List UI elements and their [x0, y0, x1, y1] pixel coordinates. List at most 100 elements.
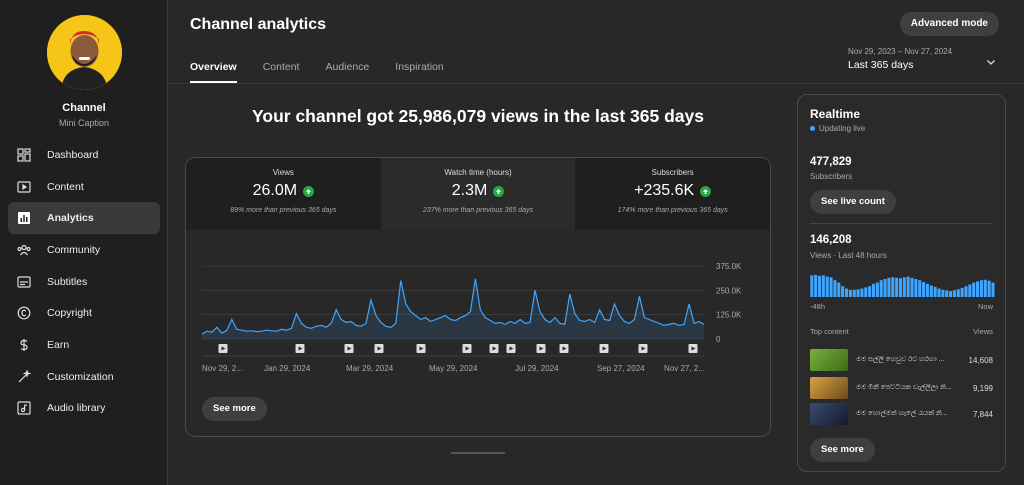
realtime-bar: [864, 287, 868, 297]
realtime-bar: [848, 289, 852, 297]
sidebar-item-customization[interactable]: Customization: [8, 361, 160, 393]
sidebar-nav: Dashboard Content Analytics Community Su…: [8, 139, 160, 424]
realtime-bar: [910, 277, 914, 297]
metric-value: +235.6K: [634, 182, 695, 199]
video-marker-icon[interactable]: [462, 344, 472, 353]
date-range[interactable]: Nov 29, 2023 – Nov 27, 2024: [848, 47, 953, 56]
sidebar-item-label: Community: [47, 243, 101, 256]
views-line-chart[interactable]: 375.0K 250.0K 125.0K 0 Nov 29, 2... Jan 29, 2…: [186, 230, 771, 390]
realtime-status-text: Updating live: [819, 124, 866, 133]
advanced-mode-button[interactable]: Advanced mode: [899, 12, 999, 36]
customization-icon: [17, 369, 31, 384]
channel-name: Channel: [62, 102, 106, 114]
video-marker-icon[interactable]: [344, 344, 354, 353]
sidebar-item-earn[interactable]: Earn: [8, 329, 160, 361]
video-marker-icon[interactable]: [374, 344, 384, 353]
video-marker-icon[interactable]: [506, 344, 516, 353]
up-arrow-icon: [303, 185, 315, 197]
x-tick-label: Nov 27, 2...: [664, 364, 705, 373]
realtime-bar: [821, 275, 825, 297]
realtime-see-more-button[interactable]: See more: [810, 438, 875, 462]
realtime-bar: [814, 274, 818, 297]
views-headline: Your channel got 25,986,079 views in the…: [252, 106, 704, 126]
tab-inspiration[interactable]: Inspiration: [395, 61, 444, 73]
realtime-bar: [922, 282, 926, 297]
page-title: Channel analytics: [190, 16, 327, 33]
axis-end-label: Now: [977, 302, 993, 311]
video-marker-icon[interactable]: [295, 344, 305, 353]
video-marker-icon[interactable]: [218, 344, 228, 353]
sidebar-item-audio-library[interactable]: Audio library: [8, 393, 160, 425]
top-content-item[interactable]: මම හොල්මන් හැලේ රැයක් නි... 7,844: [810, 402, 993, 426]
video-marker-icon[interactable]: [599, 344, 609, 353]
realtime-bar: [818, 275, 822, 297]
sidebar: Channel Mini Caption Dashboard Content A…: [0, 0, 168, 485]
realtime-bar: [891, 277, 895, 297]
tab-audience[interactable]: Audience: [325, 61, 370, 73]
avatar[interactable]: [47, 15, 122, 90]
video-marker-icon[interactable]: [536, 344, 546, 353]
video-marker-icon[interactable]: [688, 344, 698, 353]
sidebar-item-label: Dashboard: [47, 148, 99, 161]
realtime-bar: [844, 288, 849, 297]
video-views: 7,844: [972, 409, 993, 419]
tab-content[interactable]: Content: [262, 61, 300, 73]
community-icon: [17, 243, 31, 257]
content-icon: [17, 180, 31, 194]
sidebar-item-dashboard[interactable]: Dashboard: [8, 139, 160, 171]
metric-views[interactable]: Views 26.0M 89% more than previous 365 d…: [186, 158, 381, 230]
video-views: 14,608: [968, 355, 993, 365]
metric-value-row: 2.3M: [381, 182, 576, 200]
sidebar-item-community[interactable]: Community: [8, 234, 160, 266]
sidebar-item-subtitles[interactable]: Subtitles: [8, 266, 160, 298]
realtime-bar: [972, 282, 976, 297]
realtime-bar-chart[interactable]: [810, 273, 995, 297]
metric-note: 237% more than previous 365 days: [422, 207, 534, 214]
sidebar-item-copyright[interactable]: Copyright: [8, 297, 160, 329]
header: Channel analytics Advanced mode Overview…: [169, 0, 1024, 84]
subtitles-icon: [17, 275, 31, 289]
realtime-bar: [879, 280, 883, 297]
realtime-bar: [868, 286, 872, 297]
metric-subscribers[interactable]: Subscribers +235.6K 174% more than previ…: [575, 158, 770, 230]
y-tick-label: 250.0K: [716, 286, 742, 295]
realtime-bar: [925, 283, 929, 297]
metric-value: 2.3M: [451, 182, 488, 199]
sidebar-item-content[interactable]: Content: [8, 171, 160, 203]
video-marker-icon[interactable]: [416, 344, 426, 353]
realtime-bar: [837, 282, 841, 297]
date-range-label[interactable]: Last 365 days: [848, 59, 914, 71]
tab-overview[interactable]: Overview: [190, 61, 237, 83]
realtime-bar: [825, 276, 829, 297]
overview-card: Views 26.0M 89% more than previous 365 d…: [185, 157, 771, 437]
metric-watch-time[interactable]: Watch time (hours) 2.3M 237% more than p…: [380, 158, 576, 230]
sidebar-item-label: Analytics: [47, 212, 94, 225]
video-marker-icon[interactable]: [489, 344, 499, 353]
video-marker-icon[interactable]: [559, 344, 569, 353]
sidebar-item-label: Audio library: [47, 402, 106, 415]
video-thumbnail: [810, 377, 848, 399]
top-content-item[interactable]: මම සල්ලි හෙවුව රට හරහා ... 14,608: [810, 348, 993, 372]
chevron-down-icon[interactable]: [986, 54, 996, 72]
metric-value-row: 26.0M: [186, 182, 381, 200]
realtime-card: Realtime Updating live 477,829 Subscribe…: [797, 94, 1006, 472]
views-area: [202, 278, 704, 339]
realtime-status: Updating live: [810, 124, 865, 133]
sidebar-item-label: Earn: [47, 338, 70, 351]
realtime-bar: [937, 288, 941, 297]
see-live-count-button[interactable]: See live count: [810, 190, 896, 214]
top-content-item[interactable]: මම මිනී පෙට්ටියක වැල්ලිලා නි... 9,199: [810, 376, 993, 400]
realtime-bar: [841, 286, 845, 297]
top-content-label: Top content: [810, 327, 849, 336]
video-title: මම සල්ලි හෙවුව රට හරහා ...: [856, 356, 945, 363]
realtime-bar: [895, 277, 899, 297]
x-tick-label: Jul 29, 2024: [515, 364, 559, 373]
realtime-bar: [918, 280, 922, 297]
audio-library-icon: [17, 401, 31, 415]
video-thumbnail: [810, 403, 848, 425]
sidebar-item-analytics[interactable]: Analytics: [8, 202, 160, 235]
video-title: මම හොල්මන් හැලේ රැයක් නි...: [856, 410, 948, 417]
realtime-bar: [829, 277, 833, 297]
see-more-button[interactable]: See more: [202, 397, 267, 421]
video-marker-icon[interactable]: [638, 344, 648, 353]
